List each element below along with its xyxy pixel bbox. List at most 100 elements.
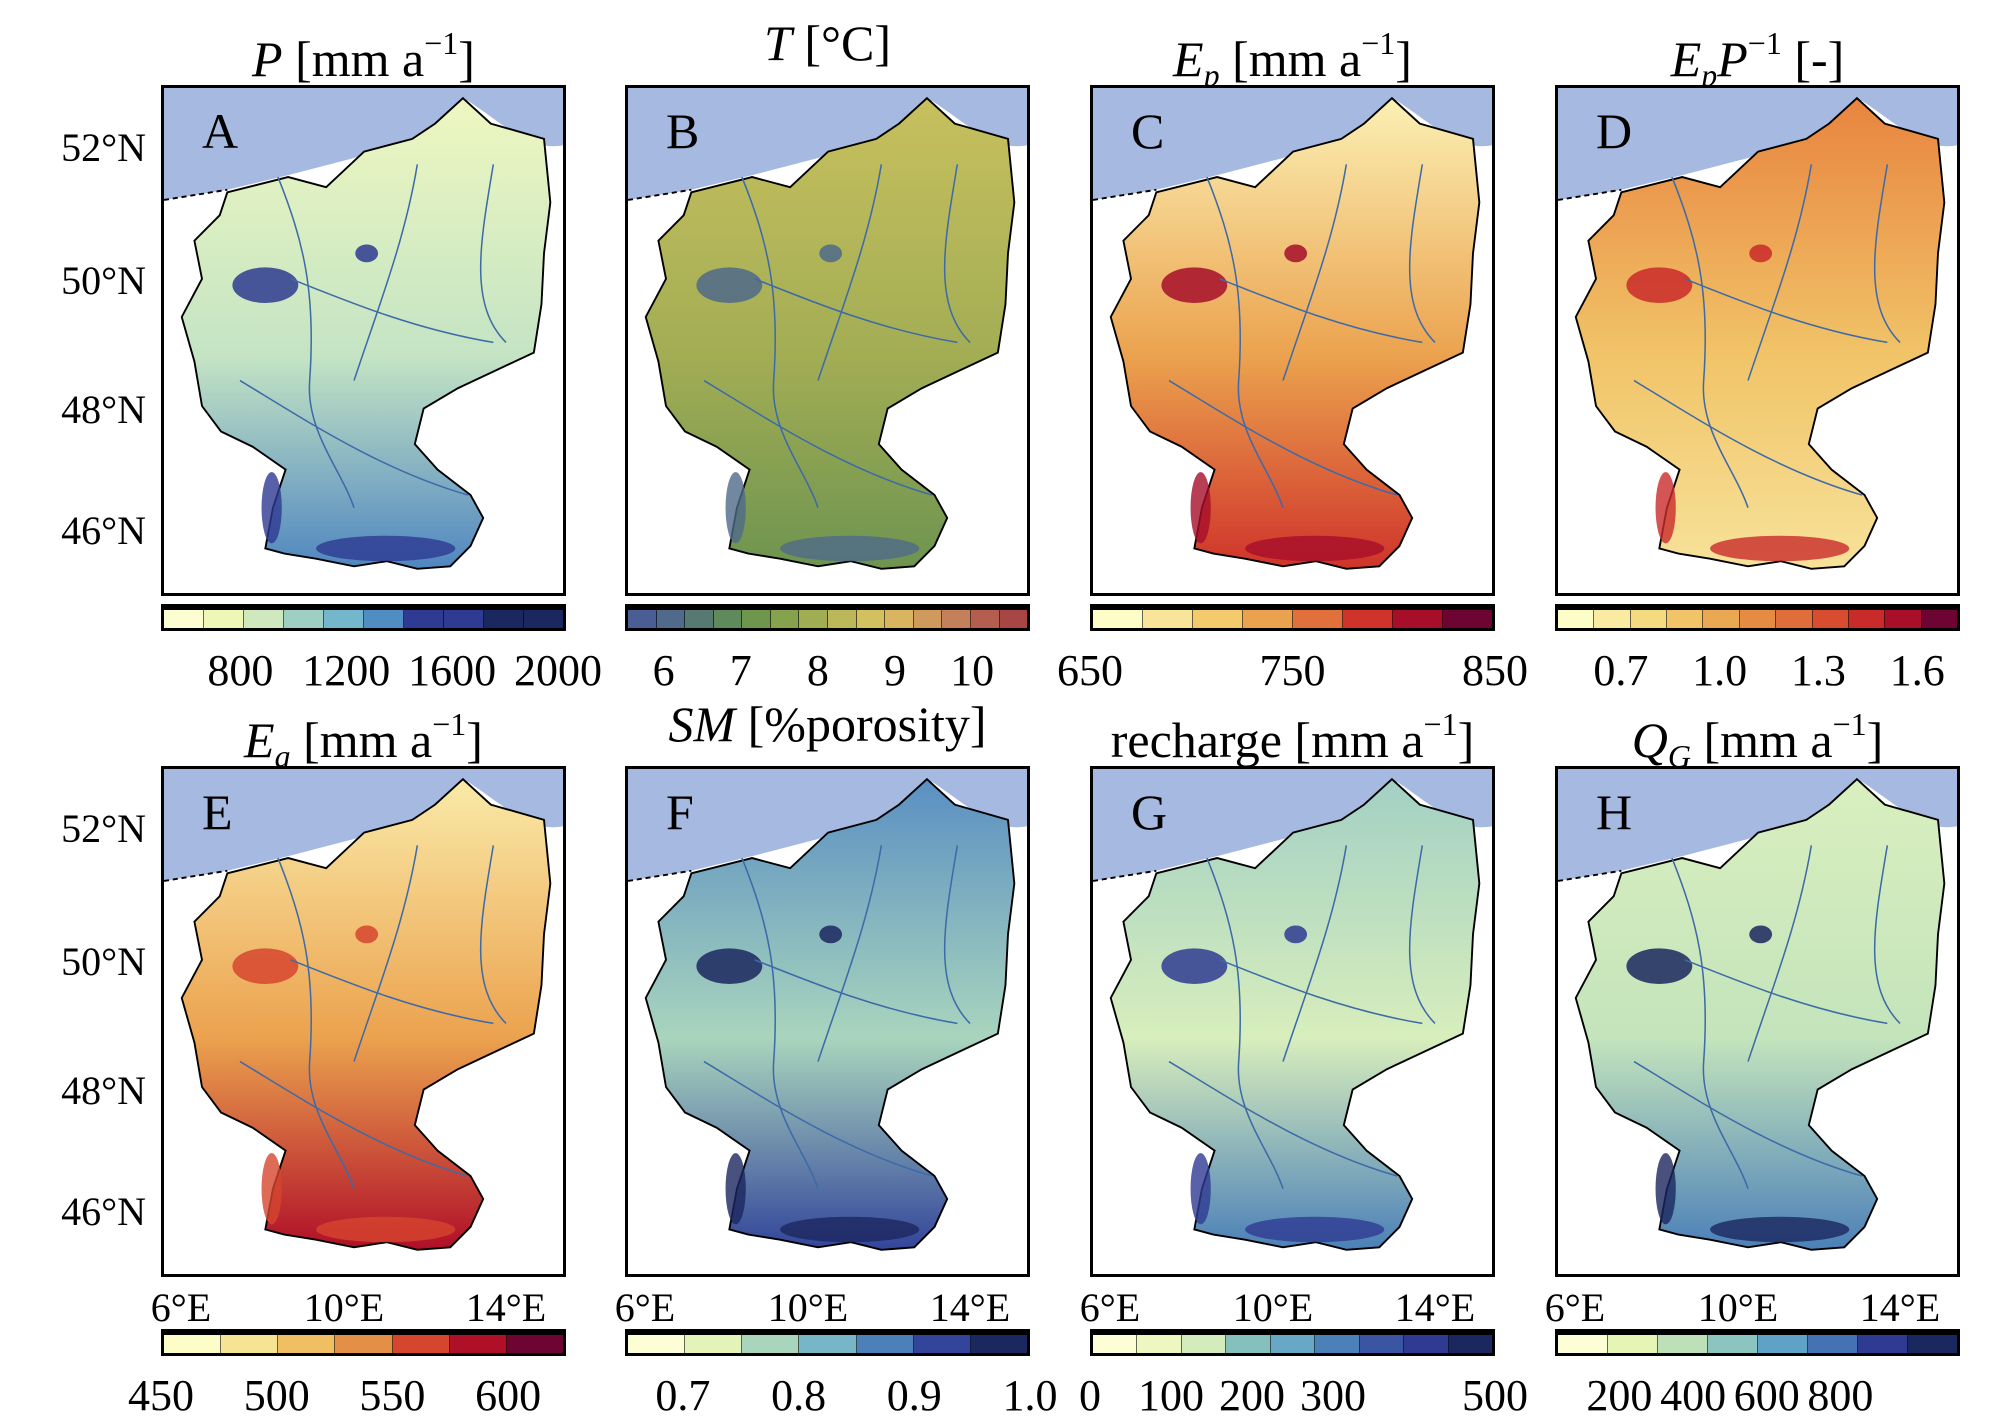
river <box>1206 176 1284 509</box>
map-panel-g: G <box>1090 766 1495 1277</box>
river <box>817 845 883 1062</box>
map-panel-e: E <box>161 766 566 1277</box>
region-highlight <box>725 472 746 544</box>
colorbar-tick-label: 0.9 <box>886 1371 942 1420</box>
river <box>1282 164 1348 381</box>
title-unit-sup: −1 <box>1832 706 1867 742</box>
colorbar-tick-label: 1.3 <box>1790 646 1846 695</box>
longitude-label: 10°E <box>303 1285 385 1330</box>
longitude-label: 6°E <box>1544 1285 1606 1330</box>
germany-area <box>180 777 552 1251</box>
colorbar <box>1090 1332 1495 1356</box>
colorbar-segment <box>856 610 886 628</box>
title-sub: p <box>1203 57 1220 93</box>
map <box>1093 769 1492 1251</box>
colorbar-segment <box>1359 1335 1405 1353</box>
colorbar-segment <box>1226 1335 1271 1353</box>
title-unit: recharge [mm a <box>1110 712 1424 768</box>
sea <box>1558 88 1957 200</box>
colorbar-tick-label: 10 <box>950 646 995 695</box>
region-highlight <box>232 948 299 984</box>
river <box>1873 164 1901 343</box>
map <box>164 88 563 570</box>
colorbar-segment <box>1658 1335 1708 1353</box>
colorbar-tick-label: 1.0 <box>1002 1371 1058 1420</box>
region-highlight <box>232 267 299 303</box>
colorbar-segment <box>1343 610 1393 628</box>
region-highlight <box>1626 267 1693 303</box>
map <box>164 769 563 1251</box>
maritime-boundary <box>628 869 692 882</box>
maritime-boundary <box>628 188 692 201</box>
colorbar <box>161 1332 566 1356</box>
longitude-label: 6°E <box>1079 1285 1141 1330</box>
title-unit: [mm a <box>1690 712 1833 768</box>
colorbar-segment <box>1630 610 1668 628</box>
colorbar <box>625 1332 1030 1356</box>
title-extra: P <box>1717 31 1748 87</box>
region-highlight <box>355 244 379 263</box>
river <box>1282 845 1348 1062</box>
region-highlight <box>1245 535 1385 562</box>
colorbar-segment <box>999 610 1028 628</box>
panel-letter: G <box>1131 784 1168 840</box>
latitude-label: 48°N <box>61 387 146 432</box>
panel-letter: D <box>1596 103 1633 159</box>
colorbar-segment <box>404 610 444 628</box>
colorbar-segment <box>324 610 364 628</box>
colorbar-segment <box>628 610 657 628</box>
title-sym: E <box>1670 31 1702 87</box>
colorbar-segment <box>506 1335 563 1353</box>
river <box>1671 857 1749 1190</box>
colorbar-tick-label: 850 <box>1462 646 1528 695</box>
colorbar-segment <box>1143 610 1193 628</box>
colorbar-segment <box>1858 1335 1908 1353</box>
colorbar-segment <box>484 610 524 628</box>
colorbar-segment <box>1667 610 1704 628</box>
river <box>239 379 469 496</box>
region-highlight <box>725 1153 746 1225</box>
colorbar-segment <box>335 1335 393 1353</box>
region-highlight <box>1190 472 1211 544</box>
longitude-label: 6°E <box>150 1285 212 1330</box>
river <box>1671 176 1749 509</box>
title-unit: [%porosity] <box>735 696 987 752</box>
panel-title: P [mm a−1] <box>131 13 596 89</box>
region-highlight <box>819 244 843 263</box>
germany-area <box>180 96 552 570</box>
colorbar-segment <box>713 610 743 628</box>
colorbar-segment <box>856 1335 914 1353</box>
germany-area <box>644 777 1016 1251</box>
river <box>479 164 507 343</box>
sea <box>628 769 1027 881</box>
title-end: ] <box>1457 712 1475 768</box>
river <box>943 164 971 343</box>
colorbar-segment <box>364 610 404 628</box>
maritime-boundary <box>1558 869 1622 882</box>
sea <box>1093 88 1492 200</box>
colorbar-segment <box>685 1335 743 1353</box>
longitude-label: 14°E <box>465 1285 547 1330</box>
colorbar-tick-label: 600 <box>475 1371 542 1420</box>
map <box>1093 88 1492 570</box>
panel-letter: C <box>1131 103 1165 159</box>
colorbar-segment <box>828 610 857 628</box>
river <box>703 1060 933 1177</box>
colorbar-segment <box>1776 610 1813 628</box>
region-highlight <box>261 1153 282 1225</box>
region-highlight <box>1161 267 1228 303</box>
region-highlight <box>696 948 763 984</box>
title-extra-sup: −1 <box>1747 25 1782 61</box>
germany-area <box>644 96 1016 570</box>
region-highlight <box>1245 1216 1385 1243</box>
river <box>1633 1060 1863 1177</box>
colorbar-segment <box>885 610 914 628</box>
title-unit: [mm a <box>1219 31 1362 87</box>
colorbar-tick-label: 1.0 <box>1692 646 1748 695</box>
region-highlight <box>1284 244 1308 263</box>
colorbar-tick-label: 500 <box>1462 1371 1528 1420</box>
colorbar <box>161 607 566 631</box>
colorbar <box>1555 1332 1960 1356</box>
region-highlight <box>1161 948 1228 984</box>
colorbar-segment <box>970 1335 1027 1353</box>
